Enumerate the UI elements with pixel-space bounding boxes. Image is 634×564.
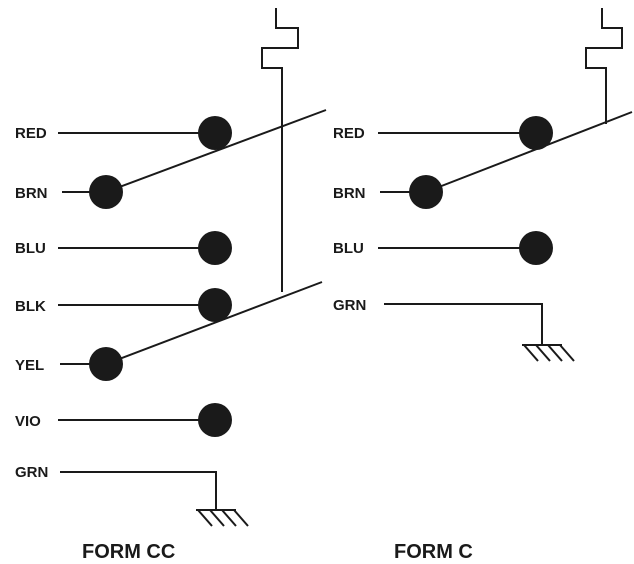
form-c-label-grn: GRN xyxy=(333,297,366,314)
form-cc-contact-brn xyxy=(89,175,123,209)
form-cc-arm-upper xyxy=(105,109,327,193)
form-cc-contact-vio xyxy=(198,403,232,437)
form-cc-label-yel: YEL xyxy=(15,357,44,374)
form-cc-label-red: RED xyxy=(15,125,47,142)
form-cc-contact-blu xyxy=(198,231,232,265)
form-cc-diagram: RED BRN BLU BLK YEL VIO GRN xyxy=(15,8,327,563)
form-c-contact-red xyxy=(519,116,553,150)
form-cc-contact-red xyxy=(198,116,232,150)
form-c-lead-grn xyxy=(384,303,543,345)
form-cc-label-blk: BLK xyxy=(15,298,46,315)
form-cc-label-blu: BLU xyxy=(15,240,46,257)
form-cc-contact-blk xyxy=(198,288,232,322)
form-cc-label-brn: BRN xyxy=(15,185,48,202)
form-c-label-blu: BLU xyxy=(333,240,364,257)
form-c-contact-brn xyxy=(409,175,443,209)
form-cc-label-grn: GRN xyxy=(15,464,48,481)
form-c-actuator xyxy=(585,8,623,124)
form-c-label-brn: BRN xyxy=(333,185,366,202)
form-c-ground-icon xyxy=(522,344,575,362)
form-c-diagram: RED BRN BLU GRN FORM C xyxy=(333,8,633,563)
form-cc-lead-grn xyxy=(60,471,217,510)
form-cc-label-vio: VIO xyxy=(15,413,41,430)
form-cc-arm-lower xyxy=(105,281,323,365)
form-c-label-red: RED xyxy=(333,125,365,142)
form-cc-ground-icon xyxy=(196,509,249,527)
form-c-title: FORM C xyxy=(394,541,473,563)
form-cc-actuator xyxy=(261,8,299,292)
form-c-arm xyxy=(425,111,633,193)
form-cc-contact-yel xyxy=(89,347,123,381)
form-c-contact-blu xyxy=(519,231,553,265)
form-cc-title: FORM CC xyxy=(82,541,175,563)
